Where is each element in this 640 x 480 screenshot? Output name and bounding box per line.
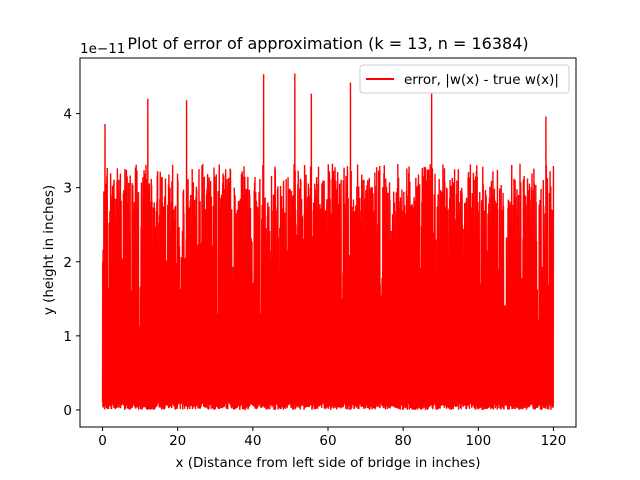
x-tick-label: 0 [98,433,107,449]
x-axis-label: x (Distance from left side of bridge in … [175,455,480,471]
x-tick-label: 20 [169,433,186,449]
legend: error, |w(x) - true w(x)| [359,64,570,94]
y-tick-label: 3 [63,181,72,197]
x-tick-label: 120 [541,433,567,449]
legend-entry-error: error, |w(x) - true w(x)| [404,72,559,88]
y-tick-label: 4 [63,107,72,123]
chart-title: Plot of error of approximation (k = 13, … [127,34,528,53]
x-tick-label: 40 [244,433,261,449]
x-tick-label: 60 [319,433,336,449]
legend-box [359,64,570,94]
x-tick-label: 80 [395,433,412,449]
plot-area [101,73,555,410]
y-offset-label: 1e−11 [80,41,125,57]
series-line-error [101,73,555,410]
y-tick-label: 2 [63,255,72,271]
axis-ticks: 0 20 40 60 80 100 120 0 1 2 3 4 [63,107,566,449]
y-tick-label: 1 [63,329,72,345]
axes-frame [79,57,577,428]
y-tick-label: 0 [63,403,72,419]
x-tick-label: 100 [465,433,491,449]
y-axis-label: y (height in inches) [41,185,57,315]
